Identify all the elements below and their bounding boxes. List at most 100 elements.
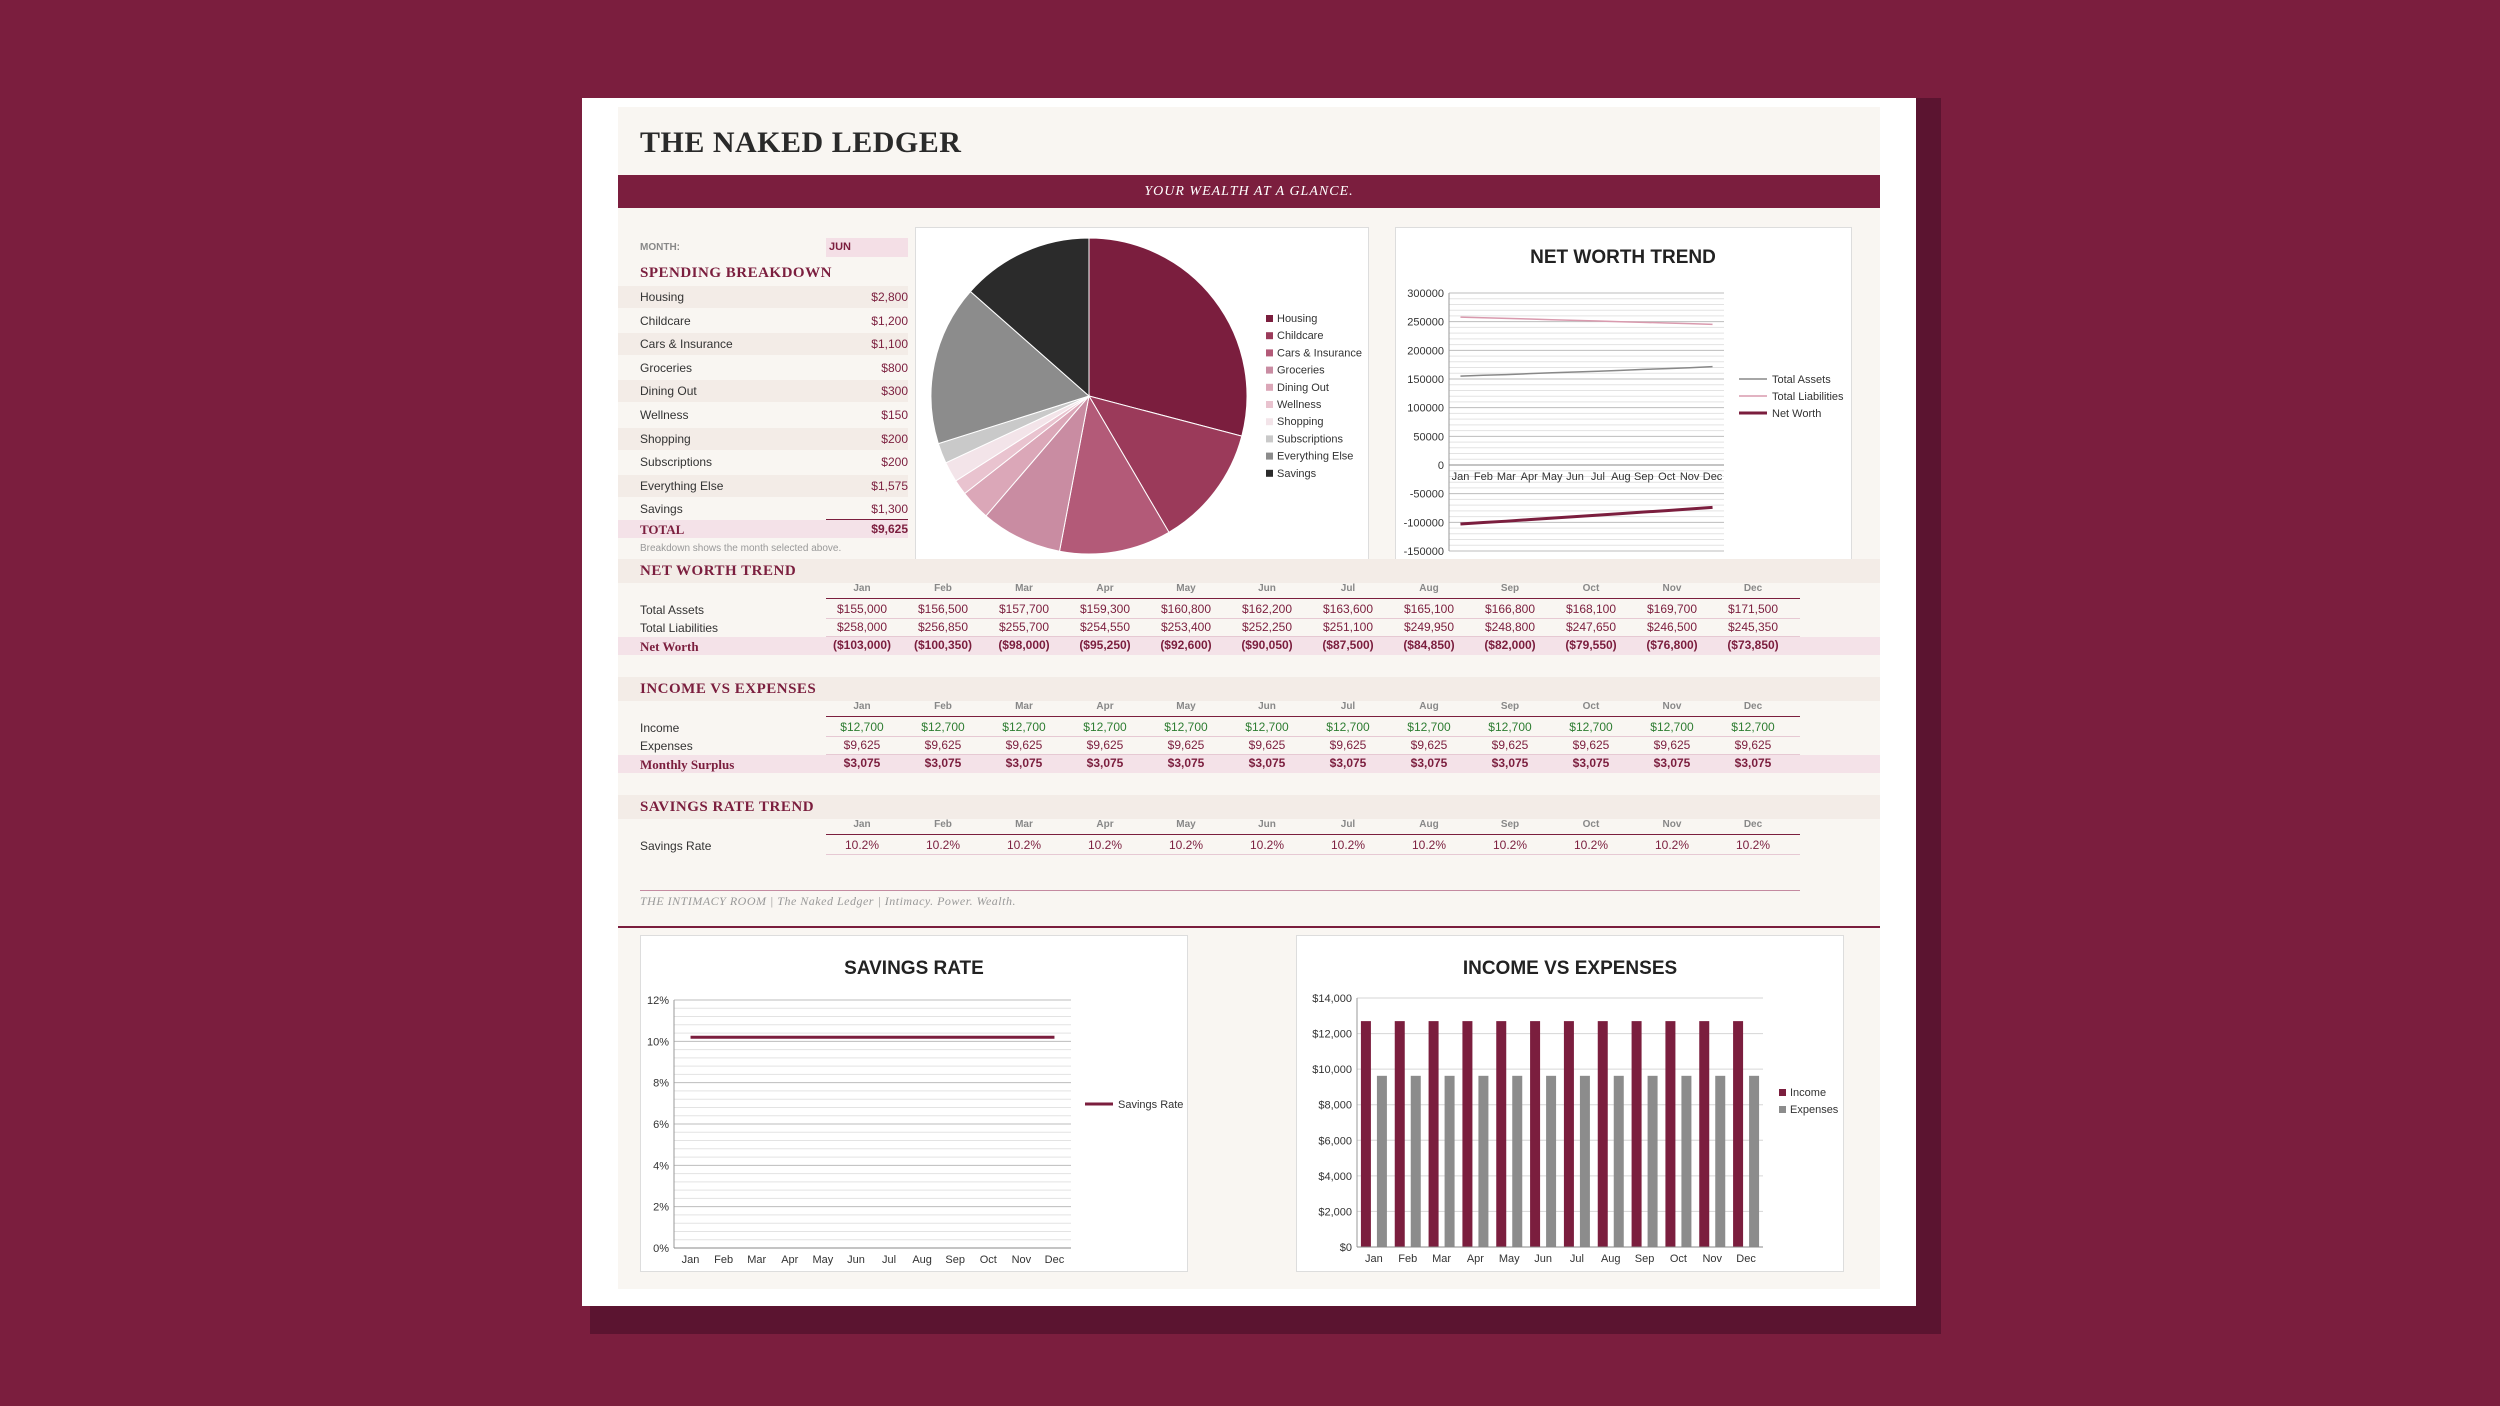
x-tick-label: Nov	[1702, 1253, 1722, 1265]
x-tick-label: May	[1542, 471, 1563, 483]
networth-line-chart: NET WORTH TREND 300000 250000 200000 150000 1…	[1404, 247, 1844, 558]
table-cell: $251,100	[1322, 620, 1374, 634]
month-header: Dec	[1743, 819, 1763, 830]
total-label: TOTAL	[640, 522, 685, 537]
table-cell: $156,500	[917, 602, 969, 616]
table-cell: 10.2%	[925, 838, 961, 852]
series-line	[1460, 505, 1713, 526]
bar	[1444, 1075, 1455, 1247]
month-header: Feb	[934, 819, 952, 830]
month-header: Mar	[1015, 583, 1033, 594]
table-cell: $12,700	[1326, 720, 1370, 734]
y-tick-label: $14,000	[1312, 993, 1352, 1005]
y-tick-label: -150000	[1404, 546, 1444, 558]
spending-label: Everything Else	[640, 478, 724, 493]
row-label: Expenses	[640, 739, 693, 753]
x-tick-label: Oct	[1658, 471, 1675, 483]
table-cell: $157,700	[998, 602, 1050, 616]
y-tick-label: $4,000	[1318, 1171, 1352, 1183]
x-tick-label: Mar	[1497, 471, 1516, 483]
x-tick-label: Mar	[747, 1254, 766, 1266]
table-cell: $3,075	[1734, 756, 1772, 770]
month-header: Nov	[1662, 583, 1682, 594]
income-chart-panel: INCOME VS EXPENSES $14,000 $12,000 $10,000 $…	[1296, 935, 1844, 1272]
month-header: Dec	[1743, 701, 1763, 712]
month-label: MONTH:	[640, 242, 680, 253]
y-tick-label: $6,000	[1318, 1135, 1352, 1147]
table-cell: ($76,800)	[1646, 638, 1698, 652]
pie-slice	[969, 237, 1090, 398]
legend-label: Subscriptions	[1277, 433, 1344, 445]
legend-label: Net Worth	[1772, 408, 1821, 420]
month-header: Jul	[1340, 819, 1356, 830]
x-tick-label: Oct	[1670, 1253, 1687, 1265]
table-cell: 10.2%	[1573, 838, 1609, 852]
table-cell: $3,075	[1248, 756, 1286, 770]
y-tick-label: -50000	[1410, 489, 1444, 501]
legend-label: Childcare	[1277, 330, 1323, 342]
month-select[interactable]	[826, 238, 908, 257]
bar	[1579, 1075, 1590, 1247]
table-cell: $165,100	[1403, 602, 1455, 616]
pie-chart-panel: Housing Childcare Cars & Insurance Grocerie…	[915, 227, 1369, 566]
bar	[1699, 1021, 1710, 1247]
table-cell: 10.2%	[844, 838, 880, 852]
spending-value: $1,300	[871, 502, 908, 517]
table-cell: $3,075	[843, 756, 881, 770]
spending-value: $200	[881, 455, 908, 470]
table-cell: $12,700	[1164, 720, 1208, 734]
pie-slice	[1088, 237, 1248, 437]
header-rule	[826, 598, 1800, 599]
legend-swatch	[1266, 332, 1273, 340]
y-tick-label: -100000	[1404, 517, 1444, 529]
table-cell: $9,625	[1491, 738, 1529, 752]
month-header: Jan	[853, 583, 871, 594]
spending-value: $200	[881, 431, 908, 446]
legend-label: Cars & Insurance	[1277, 347, 1362, 359]
month-value: JUN	[829, 241, 852, 253]
x-tick-label: Aug	[1601, 1253, 1621, 1265]
table-cell: ($84,850)	[1403, 638, 1455, 652]
legend-swatch	[1779, 1106, 1786, 1113]
table-cell: 10.2%	[1411, 838, 1447, 852]
y-tick-label: 50000	[1413, 431, 1444, 443]
y-tick-label: $12,000	[1312, 1029, 1352, 1041]
spending-value: $1,100	[871, 337, 908, 352]
table-cell: ($87,500)	[1322, 638, 1374, 652]
row-band	[618, 286, 908, 308]
table-cell: $255,700	[998, 620, 1050, 634]
y-tick-label: 6%	[653, 1119, 669, 1131]
table-cell: $9,625	[1086, 738, 1124, 752]
table-cell: $252,250	[1241, 620, 1293, 634]
table-cell: ($82,000)	[1484, 638, 1536, 652]
table-cell: $3,075	[1572, 756, 1610, 770]
y-tick-label: 200000	[1407, 345, 1444, 357]
bar	[1597, 1021, 1608, 1247]
legend-label: Savings	[1277, 468, 1317, 480]
row-label: Income	[640, 721, 680, 735]
table-cell: $12,700	[1650, 720, 1694, 734]
row-rule	[826, 636, 1800, 637]
table-cell: 10.2%	[1330, 838, 1366, 852]
bar	[1733, 1021, 1744, 1247]
table-cell: ($92,600)	[1160, 638, 1212, 652]
table-cell: $12,700	[1569, 720, 1613, 734]
legend-swatch	[1266, 349, 1273, 357]
month-header: Dec	[1743, 583, 1763, 594]
table-cell: $256,850	[917, 620, 969, 634]
table-cell: $9,625	[1572, 738, 1610, 752]
legend-label: Expenses	[1790, 1104, 1839, 1116]
table-cell: 10.2%	[1006, 838, 1042, 852]
bar	[1394, 1021, 1405, 1247]
spending-label: Cars & Insurance	[640, 337, 733, 352]
table-cell: $9,625	[1653, 738, 1691, 752]
legend-label: Total Assets	[1772, 374, 1831, 386]
legend-label: Groceries	[1277, 365, 1325, 377]
table-cell: $249,950	[1403, 620, 1455, 634]
spending-pie-chart: Housing Childcare Cars & Insurance Grocerie…	[930, 237, 1362, 555]
legend-label: Wellness	[1277, 399, 1322, 411]
table-cell: $3,075	[1491, 756, 1529, 770]
table-cell: ($79,550)	[1565, 638, 1617, 652]
table-cell: $166,800	[1484, 602, 1536, 616]
spending-label: Subscriptions	[640, 455, 713, 470]
